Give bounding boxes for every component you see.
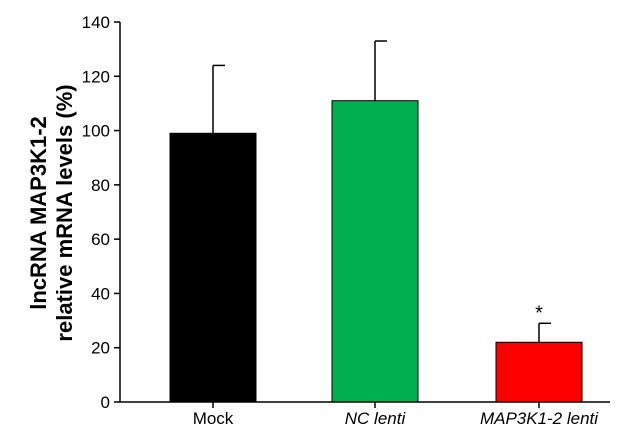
- y-tick-label: 40: [91, 284, 110, 303]
- bar-mock: [169, 132, 257, 403]
- bar-map3k1-2-lenti: [495, 341, 583, 403]
- annotations: *: [535, 302, 543, 324]
- y-tick-label: 20: [91, 339, 110, 358]
- y-tick-label: 140: [82, 13, 110, 32]
- bar-nc-lenti: [331, 100, 419, 403]
- y-tick-label: 120: [82, 67, 110, 86]
- y-tick-label: 60: [91, 230, 110, 249]
- y-tick-label: 80: [91, 176, 110, 195]
- x-tick-label: NC lenti: [345, 409, 407, 427]
- bars: [169, 40, 583, 403]
- y-axis-label: lncRNA MAP3K1-2 relative mRNA levels (%): [26, 84, 77, 341]
- x-tick-label: MAP3K1-2 lenti: [480, 409, 599, 427]
- y-tick-label: 100: [82, 122, 110, 141]
- y-axis-label-line-1: lncRNA MAP3K1-2: [26, 116, 51, 310]
- y-tick-label: 0: [101, 393, 110, 412]
- y-axis: 0 20 40 60 80 100 120 140: [82, 13, 121, 412]
- significance-annotation: *: [535, 302, 543, 324]
- x-tick-label: Mock: [193, 409, 234, 427]
- x-axis: Mock NC lenti MAP3K1-2 lenti: [120, 401, 610, 427]
- y-axis-label-line-2: relative mRNA levels (%): [52, 84, 77, 341]
